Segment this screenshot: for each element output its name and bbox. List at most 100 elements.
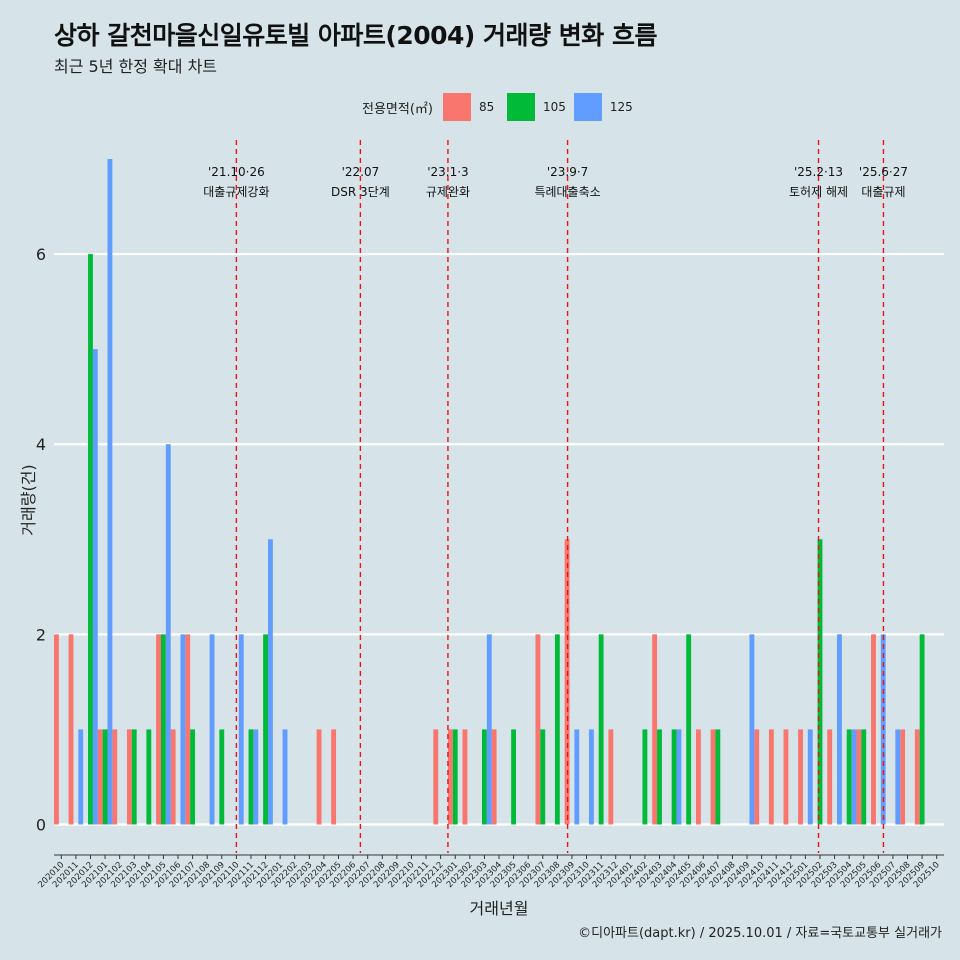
bar-105: [481, 729, 487, 825]
bar-105: [263, 634, 268, 825]
chart-title: 상하 갈천마을신일유토빌 아파트(2004) 거래량 변화 흐름: [54, 21, 657, 50]
y-tick-label: 6: [36, 245, 46, 264]
bar-85: [608, 729, 614, 825]
legend-key-105: [506, 93, 535, 121]
bar-85: [331, 729, 337, 825]
policy-date-label: '23.9·7: [547, 165, 588, 179]
bar-105: [160, 634, 166, 825]
legend-item-105: 105: [506, 93, 566, 121]
legend: 전용면적(㎡) 85 105 125: [362, 92, 641, 122]
legend-title: 전용면적(㎡): [362, 101, 433, 117]
bar-125: [895, 729, 901, 825]
bar-105: [540, 729, 546, 825]
bar-105: [146, 729, 152, 825]
policy-event-label: DSR 3단계: [331, 185, 390, 199]
legend-key-125: [573, 93, 602, 121]
bar-125: [486, 634, 492, 825]
bar-125: [238, 634, 244, 825]
bar-85: [652, 634, 658, 825]
policy-event-label: 대출규제강화: [203, 185, 269, 199]
bar-125: [253, 729, 259, 825]
bar-85: [462, 729, 468, 825]
bar-105: [817, 539, 823, 825]
legend-label-85: 85: [478, 100, 495, 114]
bar-125: [588, 729, 594, 825]
policy-event-label: 대출규제: [861, 185, 905, 199]
bar-85: [827, 729, 833, 825]
policy-date-label: '25.2·13: [794, 165, 843, 179]
bar-125: [676, 729, 682, 825]
bar-125: [180, 634, 186, 825]
policy-date-label: '23.1·3: [427, 165, 468, 179]
policy-event-label: 규제완화: [426, 185, 470, 199]
bar-105: [715, 729, 721, 825]
bar-125: [92, 349, 98, 825]
bar-85: [112, 729, 118, 825]
bar-85: [754, 729, 760, 825]
bar-85: [900, 729, 906, 825]
bar-85: [856, 729, 862, 825]
bar-85: [535, 634, 541, 825]
bar-85: [170, 729, 176, 825]
bar-125: [807, 729, 813, 825]
bar-105: [642, 729, 648, 825]
bar-105: [248, 729, 254, 825]
bar-85: [710, 729, 716, 825]
bar-105: [657, 729, 662, 825]
bar-105: [686, 634, 692, 825]
bar-105: [219, 729, 225, 825]
bar-125: [837, 634, 842, 825]
bar-105: [598, 634, 604, 825]
bar-105: [554, 634, 560, 825]
bar-85: [68, 634, 74, 825]
bar-85: [316, 729, 322, 825]
policy-date-label: '25.6·27: [859, 165, 908, 179]
legend-item-125: 125: [573, 93, 633, 121]
bar-125: [749, 634, 755, 825]
bar-105: [511, 729, 517, 825]
policy-event-label: 특례대출축소: [534, 185, 600, 199]
bar-85: [491, 729, 497, 825]
legend-label-105: 105: [542, 100, 566, 114]
bar-125: [209, 634, 215, 825]
bar-85: [695, 729, 701, 825]
legend-item-85: 85: [442, 93, 499, 121]
bar-85: [433, 729, 439, 825]
bar-85: [156, 634, 161, 825]
y-tick-label: 4: [36, 435, 46, 454]
bar-85: [447, 729, 453, 825]
policy-date-label: '21.10·26: [208, 165, 265, 179]
bar-85: [798, 729, 803, 825]
y-axis-title: 거래량(건): [19, 464, 38, 535]
bar-125: [78, 729, 84, 825]
bar-85: [914, 729, 920, 825]
bar-125: [267, 539, 273, 825]
bar-85: [871, 634, 876, 825]
y-tick-label: 0: [36, 815, 46, 834]
bar-85: [783, 729, 789, 825]
bar-85: [97, 729, 103, 825]
bar-105: [102, 729, 108, 825]
source-caption: ©디아파트(dapt.kr) / 2025.10.01 / 자료=국토교통부 실…: [578, 926, 942, 941]
bar-105: [88, 254, 93, 825]
policy-date-label: '22.07: [342, 165, 380, 179]
bar-105: [861, 729, 867, 825]
bar-105: [190, 729, 196, 825]
x-axis-title: 거래년월: [470, 899, 529, 918]
bar-105: [846, 729, 852, 825]
legend-key-85: [442, 93, 471, 121]
bar-85: [185, 634, 191, 825]
chart-subtitle: 최근 5년 한정 확대 차트: [54, 57, 218, 76]
y-tick-label: 2: [36, 625, 46, 644]
bar-125: [165, 444, 171, 825]
legend-label-125: 125: [609, 100, 633, 114]
policy-event-label: 토허제 해제: [789, 185, 848, 199]
bar-105: [671, 729, 677, 825]
bar-85: [126, 729, 132, 825]
bar-105: [452, 729, 458, 825]
bar-125: [107, 159, 113, 825]
bar-125: [851, 729, 857, 825]
bar-105: [919, 634, 925, 825]
bar-105: [131, 729, 137, 825]
